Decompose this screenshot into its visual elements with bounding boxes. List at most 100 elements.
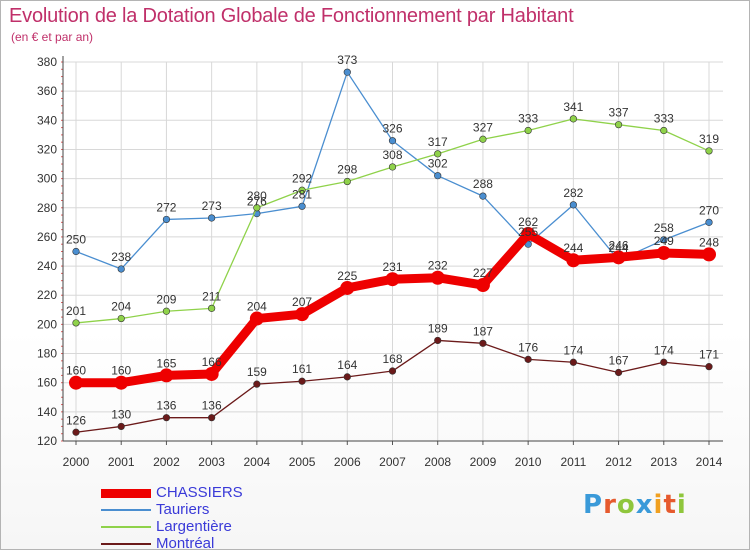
x-tick-label: 2013 — [650, 455, 677, 469]
logo-letter: t — [663, 490, 677, 520]
data-point-largenti-re — [569, 115, 577, 123]
data-point-montr-al — [434, 336, 442, 345]
x-tick-label: 2004 — [244, 455, 271, 469]
data-label-largenti-re: 280 — [247, 189, 267, 203]
data-point-largenti-re — [524, 126, 532, 135]
data-point-chassiers — [475, 278, 490, 293]
logo-letter: i — [676, 490, 687, 520]
data-point-largenti-re — [660, 126, 668, 135]
data-point-chassiers — [204, 366, 219, 381]
data-label-largenti-re: 308 — [382, 148, 402, 162]
data-label-chassiers: 207 — [292, 295, 312, 309]
data-label-chassiers: 248 — [699, 235, 719, 249]
data-point-largenti-re — [253, 204, 261, 212]
chart-subtitle: (en € et par an) — [11, 30, 94, 44]
data-label-largenti-re: 333 — [654, 112, 674, 126]
data-label-montr-al: 176 — [518, 340, 538, 354]
data-label-tauriers: 288 — [473, 177, 493, 191]
data-point-largenti-re — [298, 186, 306, 194]
data-point-montr-al — [208, 414, 216, 422]
data-point-montr-al — [343, 373, 351, 381]
data-label-largenti-re: 327 — [473, 120, 493, 134]
data-point-chassiers — [656, 245, 671, 260]
y-tick-label: 260 — [37, 230, 57, 244]
x-tick-label: 2002 — [153, 455, 180, 469]
data-label-montr-al: 136 — [156, 399, 176, 413]
data-point-chassiers — [295, 307, 310, 322]
data-point-montr-al — [388, 367, 397, 375]
data-point-chassiers — [702, 247, 716, 262]
data-label-tauriers: 250 — [66, 233, 86, 247]
legend-swatch-montr-al — [101, 543, 151, 545]
data-label-chassiers: 249 — [654, 234, 674, 248]
legend-item-tauriers: Tauriers — [101, 501, 301, 519]
data-label-largenti-re: 319 — [699, 132, 719, 146]
data-label-montr-al: 126 — [66, 413, 86, 427]
data-label-tauriers: 326 — [382, 122, 402, 136]
data-point-chassiers — [611, 250, 626, 265]
x-tick-label: 2006 — [334, 455, 361, 469]
data-label-tauriers: 258 — [654, 221, 674, 235]
x-tick-label: 2003 — [198, 455, 225, 469]
data-label-montr-al: 136 — [202, 399, 222, 413]
logo-letter: o — [616, 490, 636, 520]
data-label-tauriers: 373 — [337, 53, 357, 67]
y-tick-label: 160 — [37, 376, 57, 390]
data-label-tauriers: 272 — [156, 200, 176, 214]
data-label-chassiers: 232 — [428, 259, 448, 273]
data-point-chassiers — [521, 227, 536, 242]
data-label-chassiers: 225 — [337, 269, 357, 283]
x-tick-label: 2005 — [289, 455, 316, 469]
data-label-montr-al: 174 — [563, 343, 583, 357]
data-point-largenti-re — [72, 319, 80, 327]
data-point-tauriers — [343, 68, 351, 76]
y-tick-label: 200 — [37, 317, 57, 331]
logo-letter: P — [583, 490, 604, 520]
legend-label-chassiers: CHASSIERS — [156, 484, 243, 501]
logo-letter: x — [635, 490, 654, 520]
y-tick-label: 380 — [37, 55, 57, 69]
data-point-largenti-re — [434, 150, 442, 158]
data-point-tauriers — [434, 172, 442, 180]
data-label-tauriers: 302 — [428, 157, 448, 171]
data-point-chassiers — [340, 280, 355, 295]
data-label-largenti-re: 211 — [202, 289, 221, 303]
legend-label-largenti-re: Largentière — [156, 518, 232, 535]
data-label-largenti-re: 292 — [292, 171, 312, 185]
legend-item-largenti-re: Largentière — [101, 518, 301, 536]
legend-swatch-tauriers — [101, 509, 151, 511]
x-tick-label: 2008 — [424, 455, 451, 469]
data-point-largenti-re — [162, 307, 171, 315]
data-point-largenti-re — [479, 135, 487, 143]
y-tick-label: 220 — [37, 288, 57, 302]
data-point-largenti-re — [705, 147, 713, 155]
data-label-montr-al: 168 — [382, 352, 402, 366]
data-label-montr-al: 161 — [292, 362, 312, 376]
data-point-tauriers — [72, 247, 80, 256]
legend-swatch-largenti-re — [101, 526, 151, 528]
legend-label-tauriers: Tauriers — [156, 501, 210, 518]
legend-label-montr-al: Montréal — [156, 535, 215, 552]
data-point-tauriers — [208, 214, 216, 222]
data-label-largenti-re: 298 — [337, 163, 357, 177]
data-point-largenti-re — [614, 121, 623, 129]
data-point-tauriers — [705, 218, 713, 226]
data-label-tauriers: 255 — [518, 225, 538, 239]
y-tick-label: 340 — [37, 113, 57, 127]
data-label-montr-al: 164 — [337, 358, 357, 372]
data-label-montr-al: 189 — [428, 321, 448, 335]
data-point-montr-al — [660, 358, 668, 366]
legend-item-chassiers: CHASSIERS — [101, 484, 301, 502]
data-point-tauriers — [388, 137, 397, 145]
data-point-chassiers — [249, 311, 264, 326]
y-tick-label: 320 — [37, 142, 57, 156]
data-label-largenti-re: 341 — [563, 100, 583, 114]
data-label-tauriers: 282 — [563, 186, 583, 200]
x-tick-label: 2000 — [63, 455, 90, 469]
data-label-chassiers: 262 — [518, 215, 538, 229]
legend: CHASSIERS Tauriers Largentière Montréal — [101, 484, 301, 553]
data-label-largenti-re: 337 — [609, 106, 629, 120]
data-point-chassiers — [385, 272, 400, 287]
